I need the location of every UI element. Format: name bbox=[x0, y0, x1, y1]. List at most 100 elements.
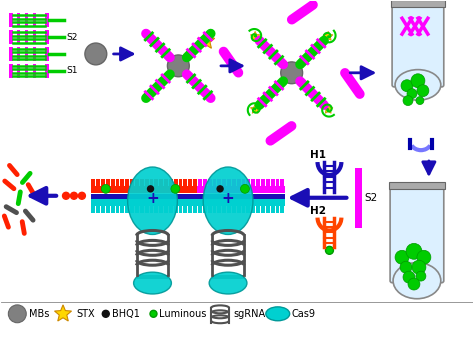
Bar bbox=[266, 205, 270, 213]
Bar bbox=[45, 13, 49, 27]
Bar bbox=[391, 0, 445, 7]
Polygon shape bbox=[55, 305, 72, 321]
Bar bbox=[17, 64, 20, 78]
Polygon shape bbox=[250, 32, 260, 40]
Circle shape bbox=[417, 85, 429, 97]
Bar bbox=[222, 205, 226, 213]
Text: BHQ1: BHQ1 bbox=[112, 309, 140, 319]
Bar bbox=[159, 205, 163, 213]
Bar bbox=[179, 179, 182, 187]
Bar bbox=[266, 179, 270, 187]
Bar bbox=[188, 179, 192, 187]
Circle shape bbox=[326, 246, 333, 254]
Circle shape bbox=[167, 55, 189, 77]
Bar bbox=[45, 30, 49, 44]
Bar bbox=[169, 179, 173, 187]
Circle shape bbox=[406, 243, 422, 259]
Bar bbox=[25, 30, 28, 44]
Circle shape bbox=[217, 186, 223, 192]
Polygon shape bbox=[250, 104, 260, 113]
Bar bbox=[193, 179, 197, 187]
Bar bbox=[140, 205, 144, 213]
Bar bbox=[137, 275, 168, 279]
Text: S1: S1 bbox=[66, 66, 78, 75]
Bar bbox=[169, 205, 173, 213]
Circle shape bbox=[9, 305, 26, 323]
Bar bbox=[164, 179, 168, 187]
Bar bbox=[246, 205, 250, 213]
Text: S2: S2 bbox=[66, 33, 77, 42]
Bar bbox=[116, 205, 119, 213]
Bar bbox=[111, 205, 115, 213]
Ellipse shape bbox=[203, 167, 253, 235]
Bar bbox=[275, 179, 279, 187]
Text: H1: H1 bbox=[310, 150, 326, 160]
Bar bbox=[232, 179, 236, 187]
Bar bbox=[188, 205, 192, 213]
Bar bbox=[212, 179, 216, 187]
Bar bbox=[237, 179, 241, 187]
FancyBboxPatch shape bbox=[392, 4, 444, 87]
Text: +: + bbox=[146, 191, 159, 206]
Bar bbox=[256, 179, 260, 187]
Bar bbox=[246, 179, 250, 187]
Bar bbox=[125, 205, 129, 213]
Bar bbox=[251, 179, 255, 187]
Bar bbox=[45, 47, 49, 61]
Polygon shape bbox=[323, 32, 333, 40]
Circle shape bbox=[412, 260, 426, 274]
Bar bbox=[25, 64, 28, 78]
Bar bbox=[25, 13, 28, 27]
Bar bbox=[203, 205, 207, 213]
Bar bbox=[130, 205, 134, 213]
Bar bbox=[155, 179, 158, 187]
Circle shape bbox=[171, 184, 180, 193]
Bar bbox=[208, 205, 211, 213]
Bar bbox=[261, 179, 265, 187]
Bar bbox=[237, 205, 241, 213]
Ellipse shape bbox=[134, 272, 172, 294]
Bar bbox=[17, 13, 20, 27]
Circle shape bbox=[408, 278, 420, 290]
Bar bbox=[149, 179, 154, 187]
Bar bbox=[203, 179, 207, 187]
Bar bbox=[116, 179, 119, 187]
Ellipse shape bbox=[128, 167, 177, 235]
Polygon shape bbox=[323, 104, 333, 113]
Circle shape bbox=[102, 310, 109, 317]
Circle shape bbox=[281, 62, 302, 84]
Bar bbox=[212, 179, 216, 187]
Bar bbox=[17, 47, 20, 61]
Bar bbox=[96, 205, 100, 213]
Bar bbox=[174, 205, 178, 213]
Bar bbox=[145, 179, 148, 187]
Bar bbox=[227, 179, 231, 187]
Bar bbox=[33, 13, 36, 27]
Bar bbox=[222, 179, 226, 187]
Bar bbox=[106, 179, 110, 187]
Bar bbox=[227, 205, 231, 213]
Circle shape bbox=[401, 80, 413, 92]
Bar bbox=[193, 205, 197, 213]
Circle shape bbox=[147, 186, 154, 192]
Bar bbox=[159, 179, 163, 187]
Circle shape bbox=[417, 250, 431, 264]
Bar bbox=[45, 64, 49, 78]
Bar bbox=[25, 47, 28, 61]
Bar bbox=[246, 179, 250, 187]
Bar bbox=[237, 179, 241, 187]
Bar bbox=[222, 179, 226, 187]
Bar bbox=[145, 205, 148, 213]
Circle shape bbox=[407, 89, 417, 99]
Circle shape bbox=[63, 192, 70, 199]
Bar bbox=[232, 179, 236, 187]
Bar bbox=[96, 179, 100, 187]
Bar bbox=[149, 205, 154, 213]
Bar bbox=[275, 205, 279, 213]
Bar bbox=[120, 179, 124, 187]
Bar bbox=[218, 179, 221, 187]
Bar bbox=[271, 205, 274, 213]
Bar bbox=[280, 179, 284, 187]
Bar bbox=[9, 30, 13, 44]
Bar bbox=[33, 30, 36, 44]
